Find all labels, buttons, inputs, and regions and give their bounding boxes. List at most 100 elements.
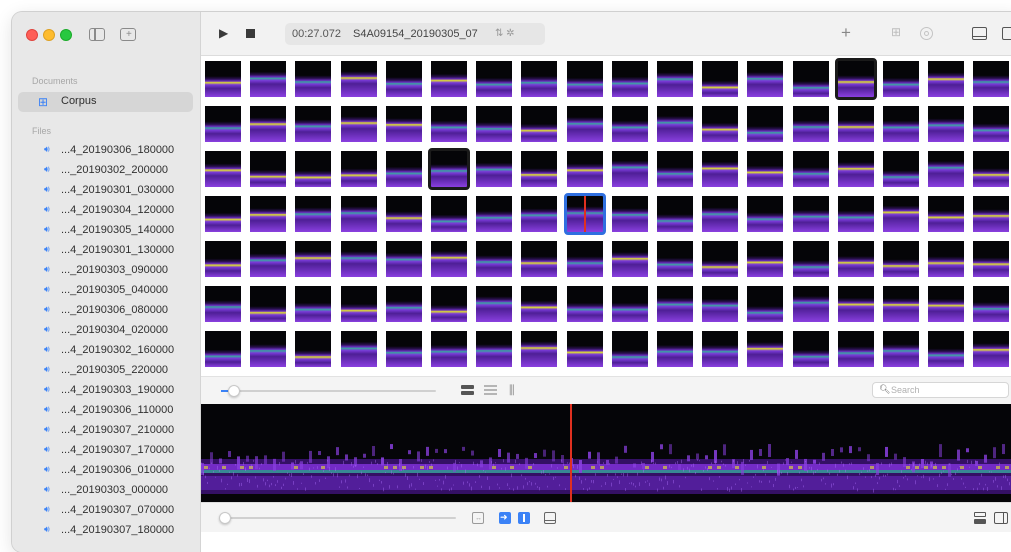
spectrogram-view[interactable]	[201, 404, 1011, 502]
spectrogram-thumbnail[interactable]	[295, 61, 331, 97]
spectrogram-thumbnail[interactable]	[702, 61, 738, 97]
highlighted-thumbnail[interactable]	[835, 58, 877, 100]
spectrogram-thumbnail[interactable]	[386, 241, 422, 277]
spectrogram-thumbnail[interactable]	[567, 241, 603, 277]
sidebar-item-corpus[interactable]: ⊞ Corpus	[18, 92, 193, 112]
spectrogram-thumbnail[interactable]	[521, 286, 557, 322]
spectrogram-thumbnail[interactable]	[838, 151, 874, 187]
search-field[interactable]: 🔍︎	[872, 382, 1009, 398]
stop-icon[interactable]	[246, 29, 255, 38]
spectrogram-thumbnail[interactable]	[205, 286, 241, 322]
spectrogram-thumbnail[interactable]	[431, 106, 467, 142]
grid-view-icon[interactable]: ⊞	[891, 25, 901, 39]
spectrogram-thumbnail[interactable]	[793, 331, 829, 367]
split-view-icon[interactable]	[518, 512, 530, 524]
spectrogram-thumbnail[interactable]	[973, 331, 1009, 367]
file-list-item[interactable]: 🔊︎ ...4_20190305_140000	[12, 221, 201, 241]
spectrogram-thumbnail[interactable]	[657, 286, 693, 322]
spectrogram-thumbnail[interactable]	[250, 151, 286, 187]
spectrogram-thumbnail[interactable]	[521, 331, 557, 367]
file-list-item[interactable]: 🔊︎ ...4_20190306_110000	[12, 401, 201, 421]
spectrogram-thumbnail[interactable]	[431, 196, 467, 232]
zoom-window-button[interactable]	[60, 29, 72, 41]
spectrogram-thumbnail[interactable]	[747, 196, 783, 232]
spectrogram-thumbnail[interactable]	[205, 196, 241, 232]
spectrogram-thumbnail[interactable]	[612, 241, 648, 277]
spectrogram-thumbnail[interactable]	[747, 286, 783, 322]
spectrogram-thumbnail[interactable]	[883, 61, 919, 97]
spectrogram-thumbnail[interactable]	[205, 106, 241, 142]
spectrogram-thumbnail[interactable]	[973, 286, 1009, 322]
spectrogram-thumbnail[interactable]	[747, 106, 783, 142]
spectrogram-thumbnail[interactable]	[386, 151, 422, 187]
spectrogram-thumbnail[interactable]	[341, 151, 377, 187]
spectrogram-thumbnail[interactable]	[612, 196, 648, 232]
eye-icon[interactable]	[920, 27, 933, 40]
file-list-item[interactable]: 🔊︎ ...4_20190306_180000	[12, 141, 201, 161]
spectrogram-thumbnail[interactable]	[341, 241, 377, 277]
spectrogram-thumbnail[interactable]	[295, 151, 331, 187]
spectrogram-thumbnail[interactable]	[883, 151, 919, 187]
spectrogram-thumbnail[interactable]	[793, 61, 829, 97]
spectrogram-thumbnail[interactable]	[973, 241, 1009, 277]
spectrogram-thumbnail[interactable]	[476, 151, 512, 187]
file-list-item[interactable]: 🔊︎ ...4_20190306_010000	[12, 461, 201, 481]
spectrogram-thumbnail[interactable]	[250, 196, 286, 232]
spectrogram-thumbnail[interactable]	[702, 331, 738, 367]
spectrogram-thumbnail[interactable]	[250, 241, 286, 277]
spectrogram-thumbnail[interactable]	[250, 61, 286, 97]
toggle-inspector-icon[interactable]	[1002, 27, 1011, 40]
spectrogram-thumbnail[interactable]	[250, 106, 286, 142]
playhead[interactable]	[570, 404, 572, 502]
zoom-slider-knob[interactable]	[228, 385, 240, 397]
filter-icon[interactable]: ⫼	[509, 383, 515, 398]
file-list-item[interactable]: 🔊︎ ...4_20190307_210000	[12, 421, 201, 441]
stack-view-icon[interactable]	[974, 512, 986, 525]
toggle-bottom-panel-icon[interactable]	[972, 27, 987, 40]
spectrogram-thumbnail[interactable]	[521, 61, 557, 97]
spectrogram-thumbnail[interactable]	[612, 331, 648, 367]
file-list-item[interactable]: 🔊︎ ..._20190302_200000	[12, 161, 201, 181]
spectrogram-thumbnail[interactable]	[883, 196, 919, 232]
spectrogram-thumbnail[interactable]	[702, 151, 738, 187]
spectrogram-thumbnail[interactable]	[476, 196, 512, 232]
file-list-item[interactable]: 🔊︎ ...4_20190307_180000	[12, 521, 201, 541]
spectrogram-thumbnail[interactable]	[431, 331, 467, 367]
spectrogram-thumbnail[interactable]	[883, 286, 919, 322]
spectrogram-thumbnail[interactable]	[567, 106, 603, 142]
spectrogram-thumbnail[interactable]	[973, 196, 1009, 232]
spectrogram-thumbnail[interactable]	[341, 286, 377, 322]
spectrogram-thumbnail[interactable]	[476, 241, 512, 277]
spectrogram-thumbnail[interactable]	[657, 106, 693, 142]
timeline-slider-track[interactable]	[221, 517, 456, 519]
spectrogram-thumbnail[interactable]	[702, 196, 738, 232]
spectrogram-thumbnail[interactable]	[295, 196, 331, 232]
spectrogram-thumbnail[interactable]	[521, 196, 557, 232]
spectrogram-thumbnail[interactable]	[928, 151, 964, 187]
search-input[interactable]	[891, 383, 1001, 397]
spectrogram-thumbnail[interactable]	[747, 61, 783, 97]
spectrogram-thumbnail[interactable]	[476, 331, 512, 367]
close-window-button[interactable]	[26, 29, 38, 41]
file-list-item[interactable]: 🔊︎ ..._20190305_040000	[12, 281, 201, 301]
spectrogram-thumbnail[interactable]	[476, 61, 512, 97]
spectrogram-thumbnail[interactable]	[747, 241, 783, 277]
add-icon[interactable]: +	[841, 23, 851, 43]
toggle-sidebar-icon[interactable]	[89, 28, 105, 41]
spectrogram-thumbnail[interactable]	[973, 151, 1009, 187]
spectrogram-thumbnail[interactable]	[431, 286, 467, 322]
spectrogram-thumbnail[interactable]	[612, 286, 648, 322]
file-list-item[interactable]: 🔊︎ ..._20190304_020000	[12, 321, 201, 341]
file-list-item[interactable]: 🔊︎ ...4_20190302_160000	[12, 341, 201, 361]
spectrogram-thumbnail[interactable]	[250, 286, 286, 322]
spectrogram-thumbnail[interactable]	[928, 241, 964, 277]
spectrogram-thumbnail[interactable]	[793, 241, 829, 277]
spectrogram-thumbnail[interactable]	[205, 61, 241, 97]
spectrogram-thumbnail[interactable]	[702, 286, 738, 322]
spectrogram-thumbnail[interactable]	[205, 331, 241, 367]
spectrogram-thumbnail[interactable]	[973, 61, 1009, 97]
file-list-item[interactable]: 🔊︎ ...4_20190301_130000	[12, 241, 201, 261]
file-list-item[interactable]: 🔊︎ ...4_20190307_170000	[12, 441, 201, 461]
file-list-item[interactable]: 🔊︎ ..._20190305_220000	[12, 361, 201, 381]
file-list-item[interactable]: 🔊︎ ..._20190303_090000	[12, 261, 201, 281]
